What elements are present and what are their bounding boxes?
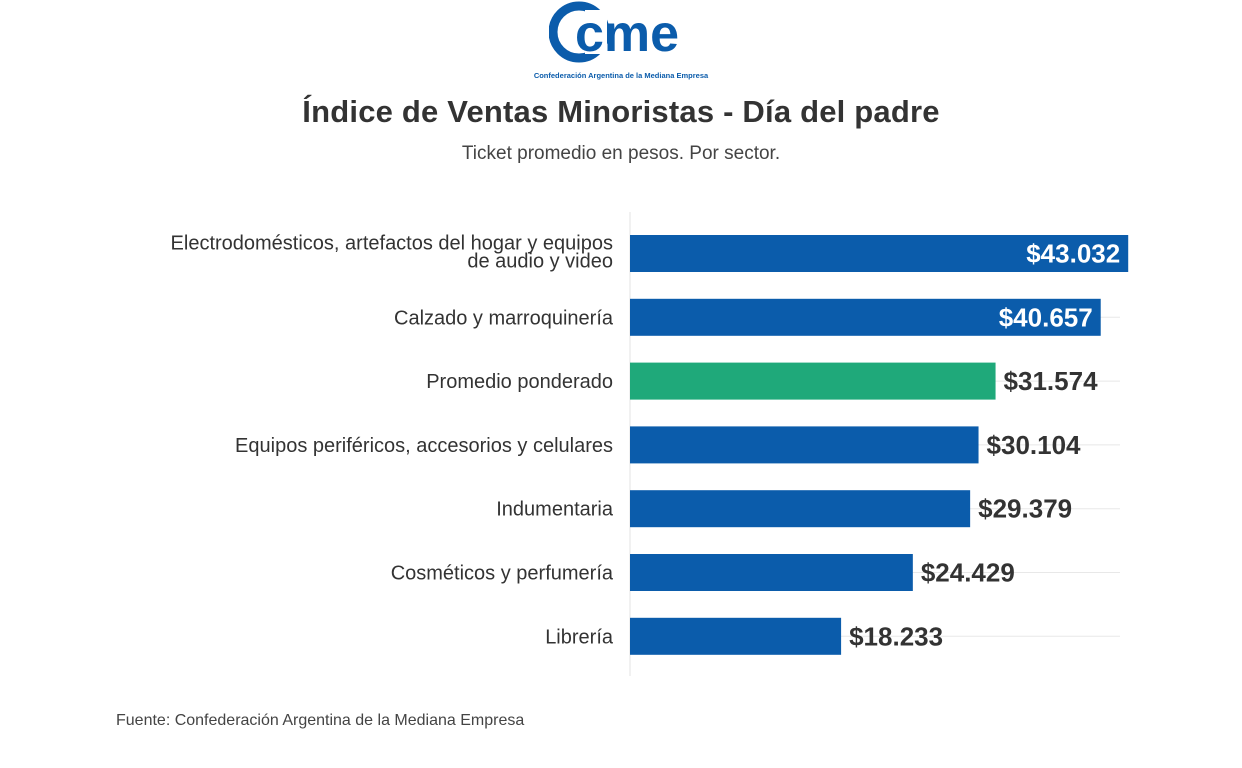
bar xyxy=(630,362,996,400)
data-label: $29.379 xyxy=(978,494,1072,524)
data-label: $24.429 xyxy=(921,558,1015,588)
cme-logo: cme Confederación Argentina de la Median… xyxy=(521,0,721,84)
data-label: $43.032 xyxy=(1026,239,1120,269)
category-label: Librería xyxy=(545,626,614,648)
chart-subtitle: Ticket promedio en pesos. Por sector. xyxy=(461,143,781,164)
bar xyxy=(630,490,971,528)
data-label: $40.657 xyxy=(999,302,1093,332)
cme-logo-icon: cme xyxy=(549,1,679,63)
category-label: Indumentaria xyxy=(496,499,614,521)
bar-chart: $43.032 Electrodomésticos, artefactos del… xyxy=(171,212,1129,676)
bar xyxy=(630,554,913,591)
category-label: Calzado y marroquinería xyxy=(394,307,614,329)
category-label: Cosméticos y perfumería xyxy=(391,563,614,585)
logo-caption: Confederación Argentina de la Mediana Em… xyxy=(533,71,709,80)
category-label: Electrodomésticos, artefactos del hogar … xyxy=(171,233,613,255)
category-label: Equipos periféricos, accesorios y celula… xyxy=(235,435,613,457)
chart-title: Índice de Ventas Minoristas - Día del pa… xyxy=(302,94,940,129)
category-label: de audio y video xyxy=(467,251,613,273)
data-label: $18.233 xyxy=(849,621,943,651)
source-note: Fuente: Confederación Argentina de la Me… xyxy=(116,712,525,729)
bar xyxy=(630,298,1101,336)
bar xyxy=(630,426,979,464)
bar xyxy=(630,617,842,655)
bar xyxy=(630,235,1129,272)
category-label: Promedio ponderado xyxy=(426,371,613,393)
data-label: $31.574 xyxy=(1004,366,1099,396)
data-label: $30.104 xyxy=(987,430,1082,460)
logo-wordmark: cme xyxy=(575,5,679,63)
